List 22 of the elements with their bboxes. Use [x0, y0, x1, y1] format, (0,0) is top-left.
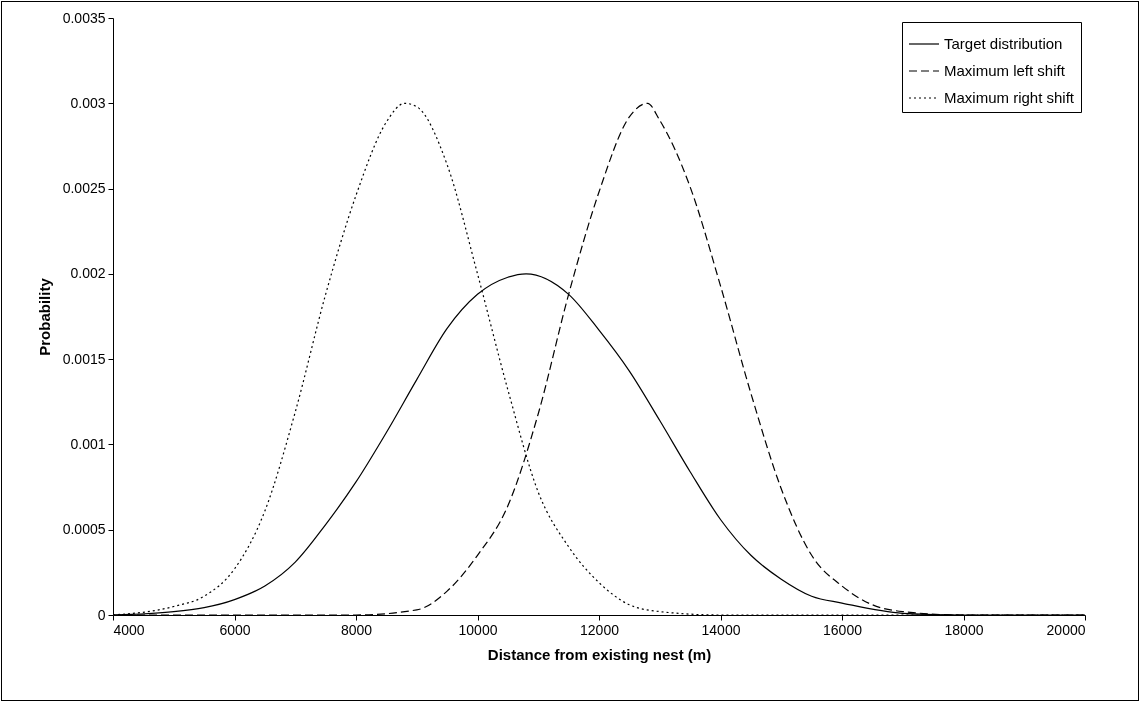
y-tick-label: 0.0025	[62, 180, 106, 197]
x-tick-label: 10000	[458, 621, 498, 638]
x-tick-label: 18000	[944, 621, 984, 638]
y-tick-label: 0.0005	[62, 521, 106, 538]
legend-label: Target distribution	[944, 35, 1063, 52]
y-axis-title: Probability	[35, 277, 53, 356]
x-tick-label: 12000	[580, 621, 620, 638]
y-tick-label: 0	[97, 606, 106, 623]
x-tick-label: 14000	[701, 621, 741, 638]
legend-label: Maximum left shift	[944, 62, 1066, 79]
legend-label: Maximum right shift	[944, 89, 1075, 106]
x-tick-label: 6000	[219, 621, 251, 638]
x-tick-label: 8000	[340, 621, 373, 638]
x-tick-label: 4000	[113, 621, 145, 638]
x-tick-label: 20000	[1046, 621, 1086, 638]
y-tick-label: 0.003	[70, 94, 106, 111]
y-tick-label: 0.002	[70, 265, 106, 282]
x-tick-label: 16000	[823, 621, 863, 638]
y-tick-label: 0.0015	[62, 350, 106, 367]
y-tick-label: 0.001	[70, 435, 106, 452]
x-axis-title: Distance from existing nest (m)	[487, 645, 712, 663]
y-tick-label: 0.0035	[62, 9, 106, 26]
